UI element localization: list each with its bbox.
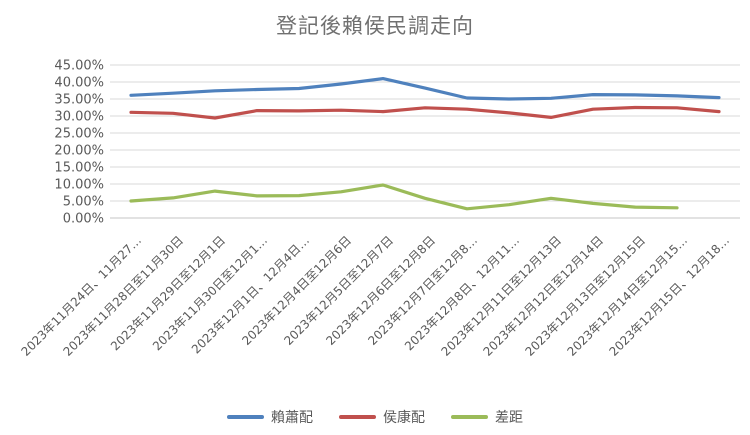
y-axis-tick-label: 40.00% (54, 76, 104, 91)
legend-swatch-lai-hsiao (227, 415, 264, 419)
series-line-hou-kang (129, 105, 721, 120)
chart-legend: 賴蕭配 侯康配 差距 (0, 407, 750, 427)
y-axis-tick-label: 35.00% (54, 93, 104, 108)
legend-label-gap: 差距 (495, 410, 523, 426)
series-line-lai-hsiao (129, 76, 721, 101)
legend-swatch-hou-kang (339, 415, 376, 419)
chart-title: 登記後賴侯民調走向 (276, 14, 474, 38)
y-axis-tick-label: 15.00% (54, 161, 104, 176)
legend-item-gap: 差距 (451, 407, 523, 427)
legend-swatch-gap (451, 415, 488, 419)
legend-item-hou-kang: 侯康配 (339, 407, 425, 427)
y-axis-tick-label: 20.00% (54, 144, 104, 159)
y-axis-tick-label: 0.00% (63, 212, 104, 227)
y-axis-tick-label: 10.00% (54, 178, 104, 193)
series-line-gap (129, 183, 679, 211)
y-axis-tick-label: 5.00% (63, 195, 104, 210)
legend-label-hou-kang: 侯康配 (383, 410, 425, 426)
y-axis-tick-label: 30.00% (54, 110, 104, 125)
y-axis-tick-label: 25.00% (54, 127, 104, 142)
legend-item-lai-hsiao: 賴蕭配 (227, 407, 313, 427)
legend-label-lai-hsiao: 賴蕭配 (271, 410, 313, 426)
y-axis-tick-label: 45.00% (54, 59, 104, 74)
